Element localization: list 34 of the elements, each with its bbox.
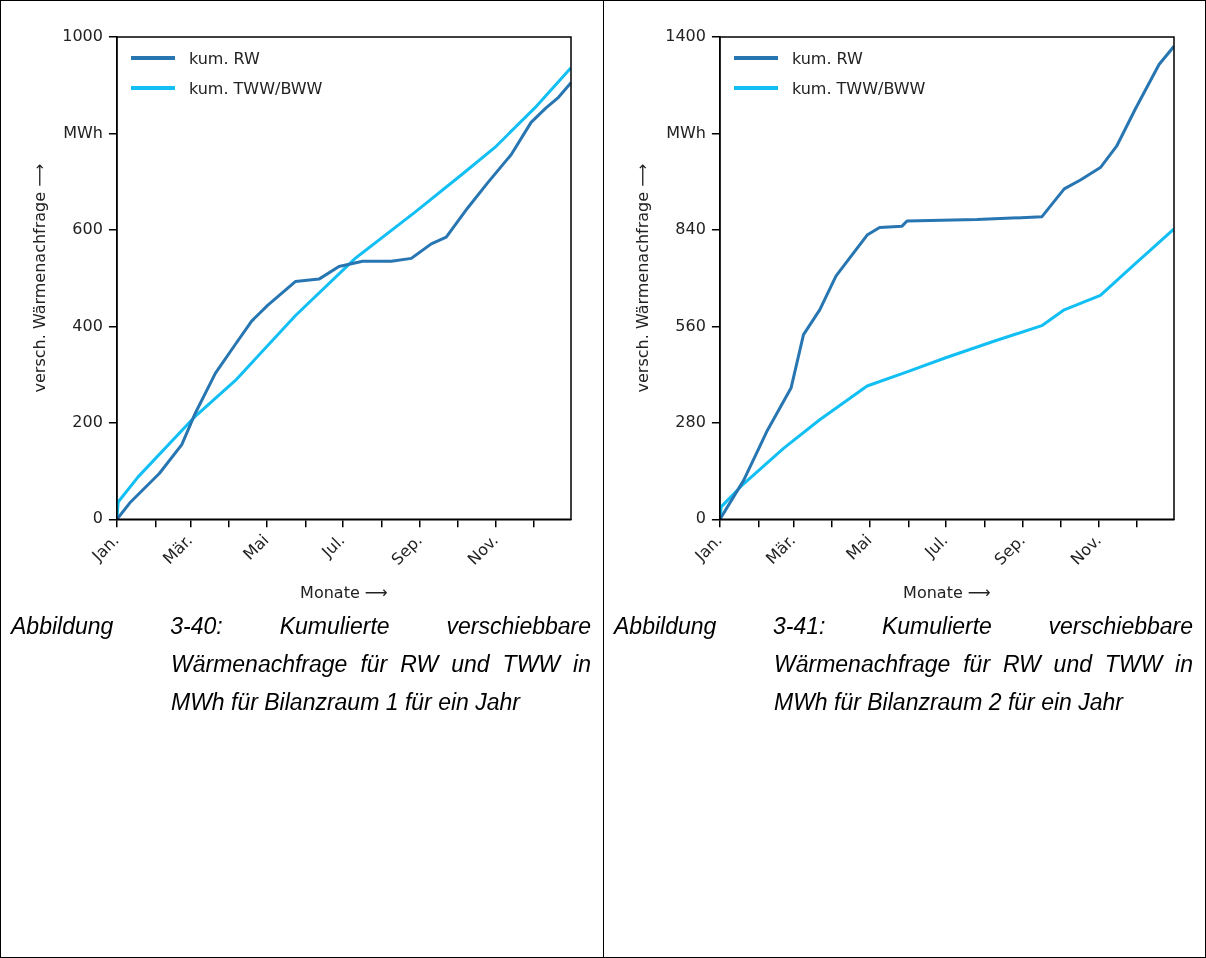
y-axis-title: versch. Wärmenachfrage ⟶ — [29, 163, 49, 393]
y-tick-label: 0 — [92, 508, 103, 528]
y-tick-label: 1400 — [665, 26, 706, 46]
x-tick-label: Jan. — [87, 530, 123, 566]
y-tick-label: 200 — [72, 412, 103, 431]
text: Abbildung 3-41: Kumulierte verschiebbare Wärmenachfrage für RW und TWW in MWh für Bilanzraum 2 für ein Jahr — [614, 612, 1193, 717]
y-tick-label: 840 — [675, 219, 706, 239]
x-tick-label: Jan. — [690, 530, 726, 566]
x-tick-label: Nov. — [463, 530, 502, 569]
legend-label: kum. TWW/BWW — [188, 78, 323, 98]
x-tick-label: Jul. — [920, 530, 952, 562]
x-tick-label: Jul. — [317, 530, 349, 562]
y-tick-label: 600 — [72, 219, 103, 239]
text: Abbildung 3-40: Kumulierte verschiebbare Wärmenachfrage für RW und TWW in MWh für Bilanzraum 1 für ein Jahr — [11, 612, 591, 717]
y-tick-label: 1000 — [62, 26, 103, 46]
y-tick-label: 280 — [675, 412, 706, 431]
x-tick-label: Mär. — [158, 530, 197, 568]
y-tick-label: MWh — [63, 122, 103, 142]
x-tick-label: Sep. — [387, 530, 426, 569]
x-tick-label: Mai — [239, 530, 273, 564]
x-tick-label: Mai — [842, 530, 876, 564]
x-axis-title: Monate ⟶ — [903, 582, 991, 602]
y-tick-label: 400 — [72, 315, 103, 335]
x-axis-title: Monate ⟶ — [300, 582, 388, 602]
y-tick-label: 560 — [675, 315, 706, 335]
y-axis-title: versch. Wärmenachfrage ⟶ — [632, 163, 652, 393]
y-tick-label: 0 — [695, 508, 706, 528]
y-tick-label: MWh — [666, 122, 706, 142]
x-tick-label: Sep. — [990, 530, 1029, 569]
x-tick-label: Nov. — [1066, 530, 1105, 569]
legend-label: kum. TWW/BWW — [791, 78, 926, 98]
legend-label: kum. RW — [188, 48, 260, 68]
x-tick-label: Mär. — [761, 530, 800, 568]
legend-label: kum. RW — [791, 48, 863, 68]
